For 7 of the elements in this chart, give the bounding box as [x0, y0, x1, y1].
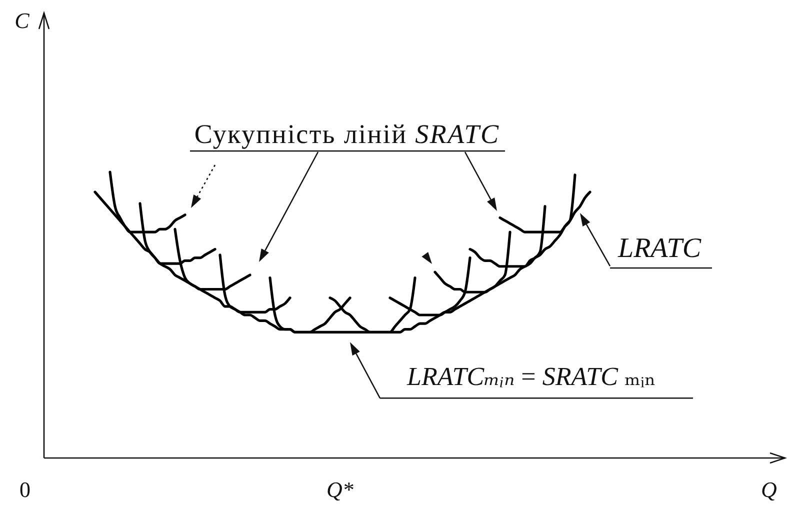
x-tick-label: 0 [20, 477, 30, 502]
text: C [14, 8, 30, 33]
series-label: LRATC [617, 233, 702, 264]
text: Q [761, 477, 778, 502]
text: Сукупність ліній SRATC [194, 119, 500, 149]
x-tick-label: Q* [326, 477, 354, 502]
annotation: LRATCₘᵢₙ = SRATC ₘᵢₙ [406, 362, 656, 392]
